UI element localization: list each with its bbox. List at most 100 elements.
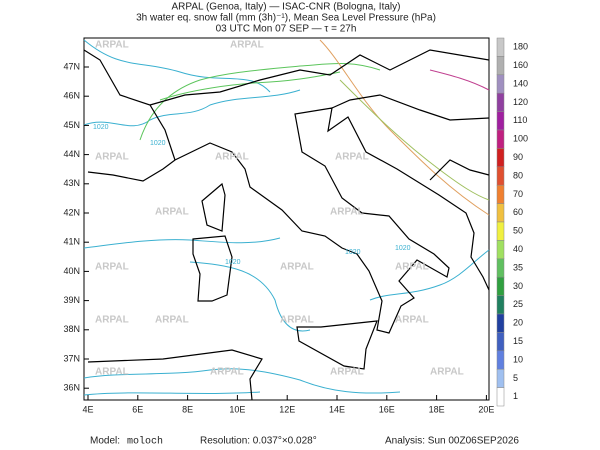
watermark: ARPAL (330, 367, 364, 378)
coastline (192, 235, 233, 302)
footer-analysis: Analysis: Sun 00Z06SEP2026 (385, 436, 519, 447)
coastline (296, 320, 378, 370)
lon-label: 20E (478, 404, 494, 414)
watermark: ARPAL (395, 315, 429, 326)
colorbar-label: 100 (513, 134, 528, 144)
isobar (83, 368, 401, 394)
lon-label: 16E (379, 404, 395, 414)
colorbar-label: 110 (513, 115, 527, 125)
colorbar-label: 80 (513, 170, 523, 180)
watermark: ARPAL (335, 152, 369, 163)
header-line: 3h water eq. snow fall (mm (3h)⁻¹), Mean… (136, 13, 436, 24)
coastline (87, 107, 490, 334)
border (149, 49, 490, 106)
colorbar-label: 35 (513, 262, 523, 272)
coastline (201, 182, 226, 232)
snow-contour (339, 79, 490, 201)
colorbar-swatch (496, 295, 505, 315)
colorbar-swatch (496, 166, 505, 186)
border (429, 159, 490, 181)
map-frame (83, 37, 490, 401)
colorbar-label: 1 (513, 391, 518, 401)
footer-model: moloch (127, 436, 163, 448)
lat-label: 40N (63, 266, 80, 276)
colorbar-label: 180 (513, 42, 528, 52)
colorbar-label: 15 (513, 336, 523, 346)
lon-label: 4E (82, 404, 93, 414)
isobar (83, 237, 281, 249)
watermark: ARPAL (95, 40, 129, 51)
watermark: ARPAL (395, 262, 429, 273)
watermark: ARPAL (95, 367, 129, 378)
colorbar-label: 160 (513, 60, 528, 70)
colorbar-label: 20 (513, 318, 523, 328)
isobar (369, 249, 490, 301)
watermark: ARPAL (95, 315, 129, 326)
lat-label: 39N (63, 295, 80, 305)
watermark: ARPAL (430, 367, 464, 378)
colorbar-swatch (496, 368, 505, 388)
header-line: 03 UTC Mon 07 SEP — τ = 27h (216, 24, 357, 35)
footer-resolution: Resolution: 0.037°×0.028° (200, 436, 317, 447)
colorbar-swatch (496, 92, 505, 112)
watermark: ARPAL (155, 315, 189, 326)
colorbar-label: 10 (513, 354, 523, 364)
lat-label: 37N (63, 353, 80, 363)
snow-contour (429, 69, 490, 91)
snow-contour (159, 71, 341, 101)
colorbar-label: 30 (513, 281, 523, 291)
watermark: ARPAL (330, 207, 364, 218)
colorbar-swatch (496, 332, 505, 352)
colorbar-label: 40 (513, 244, 523, 254)
colorbar-swatch (496, 184, 505, 204)
snow-contour (319, 39, 490, 216)
lat-label: 42N (63, 207, 80, 217)
watermark: ARPAL (95, 152, 129, 163)
border (331, 94, 490, 121)
lon-label: 12E (279, 404, 295, 414)
isobar (83, 391, 261, 396)
colorbar-swatch (496, 276, 505, 296)
lat-label: 44N (63, 149, 80, 159)
colorbar-swatch (496, 148, 505, 168)
border (83, 49, 176, 161)
lon-label: 18E (429, 404, 445, 414)
header-line: ARPAL (Genoa, Italy) — ISAC-CNR (Bologna… (172, 2, 401, 13)
coastline (87, 349, 263, 401)
colorbar-label: 25 (513, 299, 523, 309)
colorbar-swatch (496, 258, 505, 278)
colorbar-swatch (496, 313, 505, 333)
lon-label: 10E (229, 404, 245, 414)
watermark: ARPAL (95, 262, 129, 273)
lat-label: 38N (63, 324, 80, 334)
lon-label: 14E (329, 404, 345, 414)
colorbar-swatch (496, 56, 505, 76)
footer-label: Model: (90, 436, 120, 447)
colorbar-label: 5 (513, 373, 518, 383)
colorbar-swatch (496, 240, 505, 260)
lon-label: 6E (132, 404, 143, 414)
colorbar-label: 50 (513, 226, 523, 236)
colorbar-swatch (496, 203, 505, 223)
isobar (83, 89, 301, 127)
colorbar-swatch (496, 111, 505, 131)
lat-label: 43N (63, 178, 80, 188)
watermark: ARPAL (280, 315, 314, 326)
colorbar-label: 120 (513, 97, 528, 107)
watermark: ARPAL (215, 152, 249, 163)
watermark: ARPAL (230, 40, 264, 51)
watermark: ARPAL (280, 262, 314, 273)
colorbar-swatch (496, 129, 505, 149)
lat-label: 47N (63, 61, 80, 71)
watermark: ARPAL (210, 367, 244, 378)
isobar (189, 261, 311, 332)
isobar-label: 1020 (150, 140, 166, 147)
colorbar-swatch (496, 350, 505, 370)
watermark: ARPAL (155, 207, 189, 218)
lat-label: 45N (63, 120, 80, 130)
colorbar-swatch (496, 221, 505, 241)
lat-label: 41N (63, 237, 80, 247)
colorbar-swatch (496, 74, 505, 94)
colorbar-label: 140 (513, 78, 528, 88)
